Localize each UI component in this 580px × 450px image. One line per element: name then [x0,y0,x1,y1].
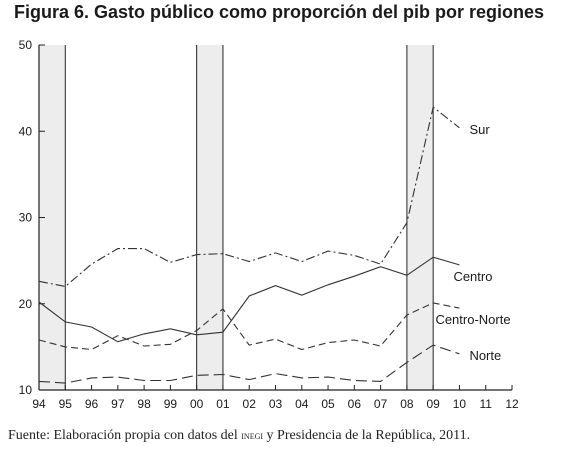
y-tick-label-40: 40 [19,124,33,138]
x-tick-label-10: 10 [453,397,467,411]
shaded-period-1 [196,45,223,390]
x-tick-label-94: 94 [32,397,46,411]
x-tick-label-09: 09 [426,397,440,411]
series-label-norte: Norte [469,348,501,363]
x-tick-label-98: 98 [137,397,151,411]
source-prefix: Fuente: Elaboración propia con datos del [8,428,242,443]
series-label-centro: Centro [453,269,492,284]
series-line-norte [38,344,460,384]
x-tick-label-06: 06 [348,397,362,411]
series-labels: Sur Centro Centro-Norte Norte [435,122,510,363]
series-label-sur: Sur [469,122,490,137]
series-lines [38,106,460,384]
x-tick-label-07: 07 [374,397,388,411]
x-tick-label-99: 99 [164,397,178,411]
y-tick-label-10: 10 [19,383,33,397]
source-inegi: inegi [241,428,264,442]
recession-shading [38,45,434,390]
series-label-centro-norte: Centro-Norte [435,312,510,327]
source-suffix: y Presidencia de la República, 2011. [263,428,471,443]
x-tick-label-95: 95 [59,397,73,411]
x-tick-label-04: 04 [295,397,309,411]
x-tick-label-02: 02 [243,397,257,411]
line-chart: 10 20 30 40 50 94 95 96 97 98 99 00 01 02 03 04 05 06 07 08… [19,38,519,411]
x-tick-label-05: 05 [321,397,335,411]
x-tick-label-08: 08 [400,397,414,411]
x-tick-label-03: 03 [269,397,283,411]
source-note: Fuente: Elaboración propia con datos del… [8,428,576,444]
chart-title: Figura 6. Gasto público como proporción … [14,2,545,22]
shaded-period-2 [406,45,434,390]
x-tick-label-97: 97 [111,397,125,411]
y-tick-label-30: 30 [19,211,33,225]
y-tick-label-50: 50 [19,38,33,52]
x-tick-label-11: 11 [479,397,492,411]
series-line-centro-norte [38,302,460,351]
x-tick-label-96: 96 [85,397,99,411]
series-line-sur [38,106,460,288]
x-tick-label-01: 01 [216,397,230,411]
y-tick-label-20: 20 [19,297,33,311]
x-tick-label-12: 12 [505,397,519,411]
x-tick-label-00: 00 [190,397,204,411]
chart-axes: 10 20 30 40 50 94 95 96 97 98 99 00 01 02 03 04 05 06 07 08… [19,38,519,411]
series-line-centro [38,256,460,343]
